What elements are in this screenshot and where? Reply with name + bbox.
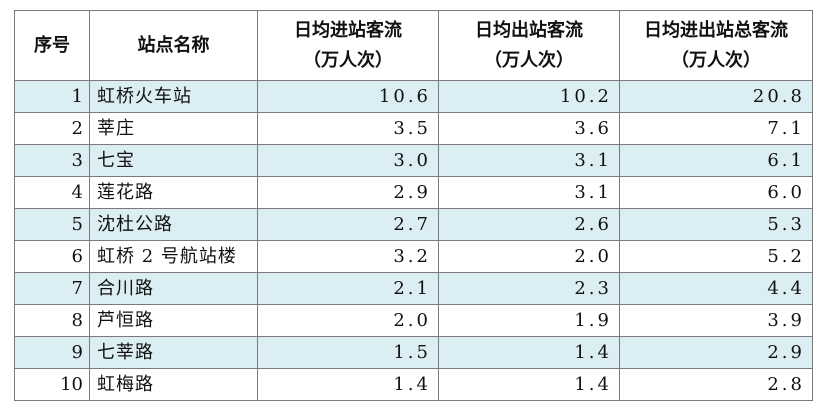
row-outflow: 1.9 [438, 304, 620, 337]
row-index: 2 [14, 112, 90, 145]
row-outflow: 1.4 [438, 368, 620, 401]
header-station-name-label: 站点名称 [137, 34, 210, 56]
row-inflow: 2.1 [257, 272, 439, 305]
header-station-name: 站点名称 [89, 10, 258, 81]
row-index: 9 [14, 336, 90, 369]
row-total: 4.4 [619, 272, 813, 305]
row-total: 6.1 [619, 144, 813, 177]
header-daily-outflow-unit: （万人次） [484, 49, 574, 71]
header-daily-total: 日均进出站总客流 （万人次） [619, 10, 813, 81]
row-outflow: 10.2 [438, 80, 620, 113]
table-row: 4 莲花路 2.9 3.1 6.0 [14, 176, 813, 209]
header-daily-total-title: 日均进出站总客流 [644, 19, 788, 41]
table-body: 1 虹桥火车站 10.6 10.2 20.8 2 莘庄 3.5 3.6 7.1 … [14, 80, 813, 401]
row-station-name: 虹桥火车站 [89, 80, 258, 113]
header-daily-total-unit: （万人次） [671, 49, 761, 71]
row-total: 20.8 [619, 80, 813, 113]
row-total: 3.9 [619, 304, 813, 337]
row-index: 8 [14, 304, 90, 337]
row-station-name: 虹桥 2 号航站楼 [89, 240, 258, 273]
header-daily-inflow: 日均进站客流 （万人次） [257, 10, 439, 81]
row-inflow: 2.9 [257, 176, 439, 209]
table-header: 序号 站点名称 日均进站客流 （万人次） 日均出站客流 （万人次） 日均进出站总… [14, 10, 813, 81]
table-row: 5 沈杜公路 2.7 2.6 5.3 [14, 208, 813, 241]
row-inflow: 1.5 [257, 336, 439, 369]
row-total: 2.8 [619, 368, 813, 401]
table-row: 8 芦恒路 2.0 1.9 3.9 [14, 304, 813, 337]
row-index: 1 [14, 80, 90, 113]
table-row: 7 合川路 2.1 2.3 4.4 [14, 272, 813, 305]
row-station-name: 莘庄 [89, 112, 258, 145]
row-total: 5.3 [619, 208, 813, 241]
row-total: 6.0 [619, 176, 813, 209]
row-outflow: 3.1 [438, 144, 620, 177]
row-outflow: 2.0 [438, 240, 620, 273]
station-passenger-flow-table-container: 序号 站点名称 日均进站客流 （万人次） 日均出站客流 （万人次） 日均进出站总… [14, 10, 813, 401]
row-outflow: 2.3 [438, 272, 620, 305]
row-inflow: 10.6 [257, 80, 439, 113]
row-outflow: 2.6 [438, 208, 620, 241]
row-inflow: 3.2 [257, 240, 439, 273]
row-index: 5 [14, 208, 90, 241]
row-index: 3 [14, 144, 90, 177]
row-index: 7 [14, 272, 90, 305]
row-station-name: 芦恒路 [89, 304, 258, 337]
row-total: 2.9 [619, 336, 813, 369]
header-index: 序号 [14, 10, 90, 81]
row-station-name: 莲花路 [89, 176, 258, 209]
table-row: 1 虹桥火车站 10.6 10.2 20.8 [14, 80, 813, 113]
row-inflow: 3.5 [257, 112, 439, 145]
row-index: 4 [14, 176, 90, 209]
row-station-name: 虹梅路 [89, 368, 258, 401]
header-daily-inflow-unit: （万人次） [303, 49, 393, 71]
header-daily-inflow-title: 日均进站客流 [294, 19, 402, 41]
station-passenger-flow-table: 序号 站点名称 日均进站客流 （万人次） 日均出站客流 （万人次） 日均进出站总… [14, 10, 813, 401]
row-station-name: 七宝 [89, 144, 258, 177]
row-total: 7.1 [619, 112, 813, 145]
table-row: 9 七莘路 1.5 1.4 2.9 [14, 336, 813, 369]
row-outflow: 3.6 [438, 112, 620, 145]
row-station-name: 七莘路 [89, 336, 258, 369]
header-index-label: 序号 [34, 34, 70, 56]
row-outflow: 3.1 [438, 176, 620, 209]
row-outflow: 1.4 [438, 336, 620, 369]
header-daily-outflow-title: 日均出站客流 [475, 19, 583, 41]
row-inflow: 1.4 [257, 368, 439, 401]
row-station-name: 合川路 [89, 272, 258, 305]
row-inflow: 2.7 [257, 208, 439, 241]
header-daily-outflow: 日均出站客流 （万人次） [438, 10, 620, 81]
row-inflow: 2.0 [257, 304, 439, 337]
row-station-name: 沈杜公路 [89, 208, 258, 241]
row-inflow: 3.0 [257, 144, 439, 177]
header-row: 序号 站点名称 日均进站客流 （万人次） 日均出站客流 （万人次） 日均进出站总… [14, 10, 813, 81]
row-index: 10 [14, 368, 90, 401]
table-row: 6 虹桥 2 号航站楼 3.2 2.0 5.2 [14, 240, 813, 273]
table-row: 2 莘庄 3.5 3.6 7.1 [14, 112, 813, 145]
table-row: 3 七宝 3.0 3.1 6.1 [14, 144, 813, 177]
row-total: 5.2 [619, 240, 813, 273]
row-index: 6 [14, 240, 90, 273]
table-row: 10 虹梅路 1.4 1.4 2.8 [14, 368, 813, 401]
